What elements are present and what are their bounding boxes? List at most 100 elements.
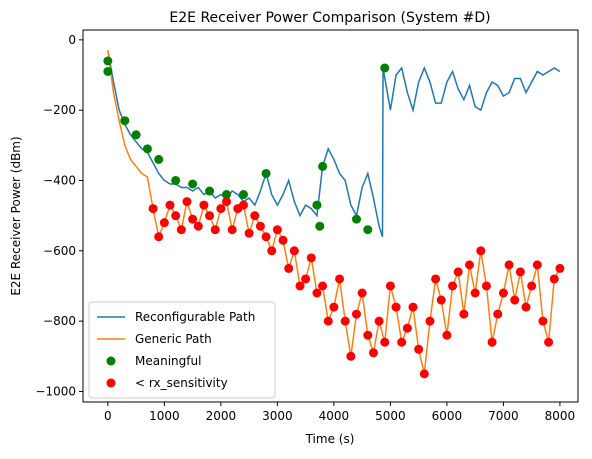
scatter-point	[442, 330, 452, 340]
scatter-point	[267, 246, 277, 256]
scatter-point	[261, 232, 271, 242]
scatter-point	[351, 309, 361, 319]
scatter-point	[363, 330, 373, 340]
scatter-point	[154, 154, 164, 164]
x-tick-label: 4000	[319, 409, 350, 423]
x-tick-label: 1000	[149, 409, 180, 423]
scatter-point	[131, 130, 141, 140]
scatter-point	[103, 66, 113, 76]
scatter-point	[205, 211, 215, 221]
legend-marker	[106, 356, 116, 366]
y-tick-label: 0	[68, 33, 76, 47]
scatter-point	[368, 348, 378, 358]
scatter-point	[335, 274, 345, 284]
scatter-point	[363, 225, 373, 235]
scatter-point	[227, 225, 237, 235]
legend-label: Generic Path	[135, 332, 212, 346]
scatter-point	[385, 281, 395, 291]
scatter-point	[176, 225, 186, 235]
line	[107, 50, 561, 237]
scatter-point	[544, 337, 554, 347]
scatter-point	[238, 190, 248, 200]
scatter-point	[289, 246, 299, 256]
scatter-point	[210, 225, 220, 235]
scatter-point	[448, 281, 458, 291]
x-tick-label: 3000	[262, 409, 293, 423]
plot-frame	[82, 29, 579, 403]
scatter-point	[510, 295, 520, 305]
scatter-point	[171, 175, 181, 185]
scatter-point	[306, 253, 316, 263]
scatter-point	[193, 221, 203, 231]
chart-title: E2E Receiver Power Comparison (System #D…	[169, 10, 490, 26]
scatter-point	[301, 274, 311, 284]
scatter-point	[312, 288, 322, 298]
scatter-point	[346, 351, 356, 361]
scatter-point	[315, 221, 325, 231]
x-tick-label: 5000	[375, 409, 406, 423]
scatter-point	[148, 204, 158, 214]
scatter-point	[199, 200, 209, 210]
scatter-point	[555, 263, 565, 273]
scatter-point	[380, 337, 390, 347]
scatter-point	[487, 337, 497, 347]
scatter-point	[374, 316, 384, 326]
scatter-point	[549, 274, 559, 284]
scatter-point	[323, 316, 333, 326]
scatter-point	[351, 214, 361, 224]
scatter-point	[504, 260, 514, 270]
scatter-point	[527, 281, 537, 291]
scatter-point	[476, 246, 486, 256]
scatter-point	[408, 302, 418, 312]
scatter-point	[431, 274, 441, 284]
scatter-point	[222, 190, 232, 200]
scatter-point	[515, 267, 525, 277]
x-tick-label: 2000	[206, 409, 237, 423]
y-tick-label: −1000	[35, 384, 76, 398]
scatter-point	[272, 225, 282, 235]
x-tick-label: 7000	[488, 409, 519, 423]
scatter-point	[436, 295, 446, 305]
scatter-point	[425, 316, 435, 326]
legend-label: Reconfigurable Path	[135, 310, 255, 324]
scatter-point	[295, 281, 305, 291]
scatter-point	[470, 288, 480, 298]
scatter-point	[159, 218, 169, 228]
legend-box	[88, 301, 276, 399]
y-tick-label: −400	[43, 173, 76, 187]
scatter-point	[397, 337, 407, 347]
x-tick-label: 0	[104, 409, 112, 423]
scatter-point	[188, 179, 198, 189]
y-tick-label: −800	[43, 314, 76, 328]
scatter-point	[222, 197, 232, 207]
scatter-point	[216, 204, 226, 214]
scatter-point	[453, 267, 463, 277]
x-axis-label: Time (s)	[305, 432, 355, 446]
scatter-point	[414, 344, 424, 354]
scatter-point	[419, 369, 429, 379]
y-tick-label: −600	[43, 244, 76, 258]
scatter-point	[318, 281, 328, 291]
scatter-point	[255, 221, 265, 231]
scatter-point	[357, 288, 367, 298]
scatter-point	[103, 56, 113, 66]
scatter-point	[120, 116, 130, 126]
scatter-point	[244, 228, 254, 238]
scatter-point	[465, 260, 475, 270]
scatter-point	[493, 309, 503, 319]
y-tick-label: −200	[43, 103, 76, 117]
scatter-point	[165, 200, 175, 210]
scatter-point	[498, 288, 508, 298]
legend-label: Meaningful	[135, 354, 201, 368]
x-tick-label: 6000	[432, 409, 463, 423]
scatter-point	[329, 302, 339, 312]
legend-label: < rx_sensitivity	[135, 376, 228, 390]
scatter-point	[391, 302, 401, 312]
scatter-point	[380, 63, 390, 73]
scatter-point	[182, 197, 192, 207]
scatter-point	[459, 309, 469, 319]
x-tick-label: 8000	[545, 409, 576, 423]
scatter-point	[171, 211, 181, 221]
